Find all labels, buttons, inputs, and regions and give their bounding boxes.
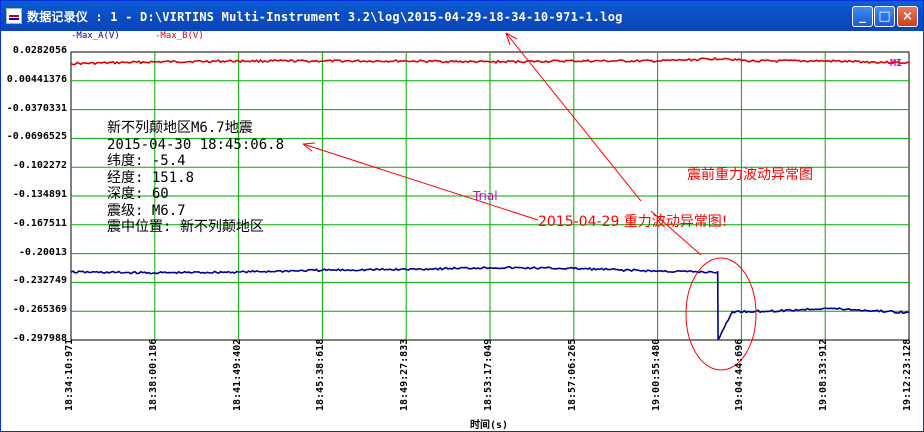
arrowhead-quake-time [302,142,316,152]
y-tick-label: -0.0370331 [6,102,67,114]
mi-marker: MI [890,58,903,69]
info-title: 新不列颠地区M6.7地震 [107,120,253,136]
y-tick-label: -0.232749 [12,275,67,287]
y-tick-label: -0.297988 [12,333,67,344]
pre-quake-caption: 震前重力波动异常图 [687,167,813,183]
window-title: 数据记录仪 : 1 - D:\VIRTINS Multi-Instrument … [27,10,623,24]
x-axis-title: 时间(s) [470,420,509,431]
anomaly-circle [685,257,757,371]
plot-area[interactable]: -Max_A(V) -Max_B(V) MI 0.0282056 0.004413… [1,31,923,431]
x-tick-label: 18:34:10:971 [64,338,75,411]
info-epicenter: 震中位置: 新不列颠地区 [107,219,264,235]
arrow-to-title [505,32,642,202]
y-tick-label: -0.134891 [12,189,67,200]
y-tick-label: -0.265369 [12,304,67,316]
info-magnitude: 震级: M6.7 [107,202,186,219]
y-tick-label: -0.102272 [12,160,67,172]
arrow-to-quake-time [302,143,539,221]
info-depth: 深度: 60 [107,186,169,202]
y-tick-label: -0.167511 [12,217,67,229]
x-tick-label: 18:41:49:402 [231,338,243,411]
x-tick-label: 19:08:33:912 [818,338,830,411]
legend-channel-a[interactable]: -Max_A(V) [71,31,120,41]
x-tick-label: 18:38:00:186 [147,338,159,411]
x-tick-label: 19:00:55:480 [650,338,662,411]
chart-svg [70,32,910,371]
trial-watermark: Trial [473,189,498,203]
date-caption: 2015-04-29 重力波动异常图! [538,214,728,230]
info-longitude: 经度: 151.8 [107,169,195,186]
app-chart-icon [6,8,22,24]
x-tick-label: 18:53:17:049 [483,338,494,411]
maximize-button[interactable]: □ [874,6,895,27]
title-bar[interactable]: 数据记录仪 : 1 - D:\VIRTINS Multi-Instrument … [1,1,923,31]
arrow-to-anomaly [650,210,702,256]
series-line-channel-a [70,265,910,341]
y-tick-label: 0.00441376 [6,73,67,85]
x-tick-label: 19:12:23:128 [902,338,913,411]
x-tick-label: 18:57:06:265 [566,338,578,411]
y-tick-label: -0.20013 [18,246,67,258]
y-tick-label: 0.0282056 [12,45,67,56]
info-time: 2015-04-30 18:45:06.8 [107,136,285,153]
close-button[interactable]: × [897,6,918,27]
y-tick-label: -0.0696525 [6,131,67,143]
series-line-channel-b [70,56,910,66]
earthquake-info: 新不列颠地区M6.7地震 2015-04-30 18:45:06.8 纬度: -… [107,120,284,236]
legend-channel-b[interactable]: -Max_B(V) [155,31,204,41]
x-tick-label: 18:45:38:618 [315,338,327,411]
arrowhead-title [505,32,518,46]
x-tick-label: 19:04:44:696 [734,338,746,411]
minimize-button[interactable]: _ [852,6,873,27]
info-latitude: 纬度: -5.4 [107,153,186,169]
x-tick-label: 18:49:27:833 [399,338,411,411]
